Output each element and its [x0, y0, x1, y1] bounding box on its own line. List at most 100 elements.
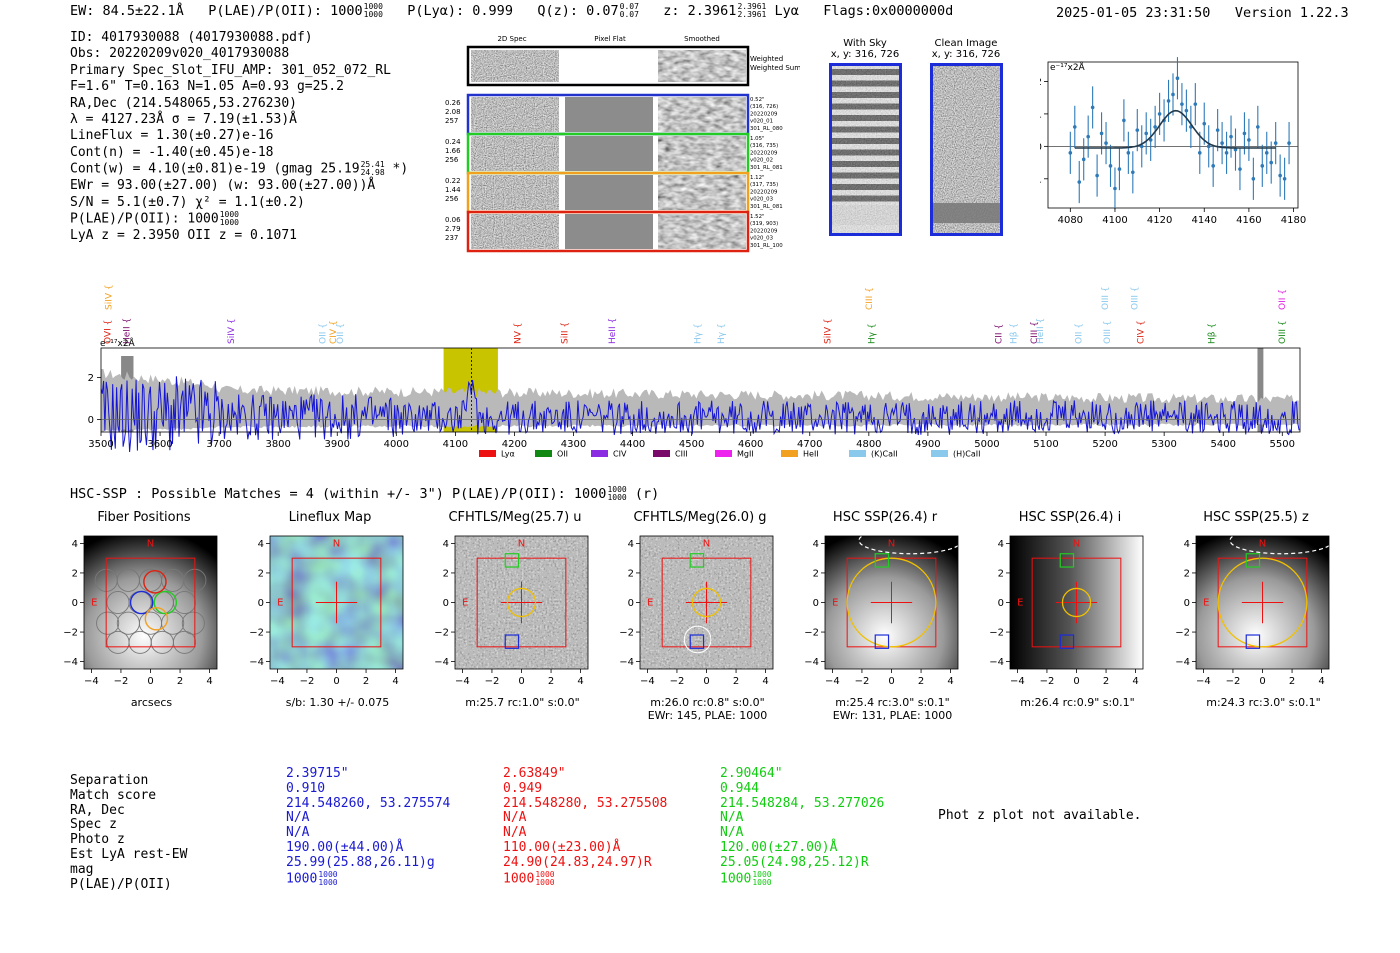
match-cell: 214.548280, 53.275508 — [503, 795, 668, 811]
info-plae: P(LAE)/P(OII): 1000 1000 1000 — [70, 209, 239, 227]
header-plya: P(Lyα): 0.999 — [407, 3, 513, 19]
cutout-xtick-label: 0 — [1073, 676, 1079, 687]
match-column: 2.63849" 0.949 214.548280, 53.275508 N/A N/A… — [503, 766, 668, 887]
spectrum-xtick-label: 4600 — [738, 439, 763, 450]
fit-point — [1090, 105, 1095, 110]
cutout-east-label: E — [832, 598, 838, 609]
spec2d-row-left-stat: 0.22 — [445, 177, 461, 185]
spec2d-row-right-info: (319, 903) — [750, 221, 778, 227]
fit-point — [1220, 141, 1224, 145]
spec2d-row-right-info: (317, 735) — [750, 182, 778, 188]
spec2d-panel: 2D Spec Pixel Flat Smoothed Weighted Wei… — [440, 32, 801, 257]
cutout-panel: HSC SSP(26.4) r N E −4 −4 −2 −2 0 0 2 2 4 4 — [805, 510, 965, 687]
spec2d-row-left-stat: 256 — [445, 195, 459, 203]
info-cont-w: Cont(w) = 4.10(±0.81)e-19 (gmag 25.19 25.… — [70, 160, 409, 178]
info-radec: RA,Dec (214.548065,53.276230) — [70, 95, 297, 111]
legend-label: (H)CaII — [953, 450, 980, 459]
cutout-neighbor-ellipse — [1229, 530, 1335, 555]
fit-point — [1068, 151, 1073, 155]
cutout-ytick-label: 4 — [258, 539, 264, 550]
cutout-xtick-label: 0 — [147, 676, 153, 687]
cutout-aperture — [691, 587, 722, 618]
cutout-xtick-label: 2 — [363, 676, 369, 687]
cutout-panel: HSC SSP(26.4) i N E −4 −4 −2 −2 0 0 2 2 4 4 — [990, 510, 1150, 687]
cutout-ytick-label: 0 — [443, 598, 449, 609]
match-cell: 25.05(24.98,25.12)R — [720, 854, 869, 870]
legend-swatch — [715, 450, 732, 457]
spectrum-masked-right — [1257, 348, 1264, 432]
cutout-ytick-label: 0 — [998, 598, 1004, 609]
match-cell: 214.548260, 53.275574 — [286, 795, 451, 811]
spectrum-xtick-label: 3500 — [88, 439, 113, 450]
spec2d-row-left-stat: 0.24 — [445, 138, 461, 146]
cutout-xtick-label: −2 — [855, 676, 870, 687]
cutout-ytick-label: −2 — [990, 628, 1004, 639]
legend-label: HeII — [803, 450, 819, 459]
spec2d-row-right-info: 1.52" — [750, 214, 764, 220]
cutout-ytick-label: 0 — [628, 598, 634, 609]
cutout-xtick-label: 0 — [1259, 676, 1265, 687]
fit-point — [1260, 164, 1265, 168]
cutout-xtick-label: −2 — [114, 676, 129, 687]
info-fit-params: F=1.6" T=0.163 N=1.05 A=0.93 g=25.2 — [70, 79, 344, 95]
spectrum-xtick-label: 4300 — [561, 439, 586, 450]
cutout-ytick-label: −4 — [64, 657, 78, 668]
cutout-caption: m:25.7 rc:1.0" s:0.0" — [465, 696, 580, 709]
cutout-xtick-label: 4 — [1132, 676, 1138, 687]
cutout-xtick-label: 4 — [762, 676, 768, 687]
fit-point — [1077, 180, 1082, 184]
cutout-east-label: E — [647, 598, 653, 609]
spec2d-row-left-stat: 1.44 — [445, 186, 461, 194]
cutout-neighbor-circle — [683, 625, 712, 654]
cutout-title: HSC SSP(26.4) i — [1018, 510, 1122, 525]
match-cell: 1000 1000 1000 — [720, 869, 772, 887]
match-marker-blue — [1245, 634, 1261, 649]
spec2d-row-2dspec — [471, 214, 559, 249]
line-marker-label: OIII { — [1101, 286, 1111, 310]
line-marker-label: CIV { — [329, 320, 339, 344]
fit-point — [1086, 134, 1090, 139]
cutout-north-label: N — [518, 538, 525, 549]
match-cell: 1000 1000 1000 — [286, 869, 338, 887]
spectrum-xtick-label: 4500 — [679, 439, 704, 450]
cutout-xtick-label: 0 — [518, 676, 524, 687]
spec2d-row-left-stat: 1.66 — [445, 147, 461, 155]
cutout-ytick-label: 4 — [628, 539, 634, 550]
cutout-search-box — [105, 557, 196, 648]
label-photo-z: Photo z — [70, 832, 125, 848]
legend-label: Lyα — [501, 450, 515, 459]
legend-swatch — [653, 450, 670, 457]
match-cell: 2.39715" — [286, 766, 349, 781]
fit-point — [1126, 151, 1131, 155]
cutout-xtick-label: −4 — [640, 676, 655, 687]
fit-xtick-label: 4140 — [1192, 215, 1217, 226]
weighted-sum-label-1: Weighted — [750, 55, 783, 63]
fit-point — [1184, 108, 1189, 113]
match-cell: 0.949 — [503, 780, 543, 796]
spec2d-row-smoothed — [658, 136, 746, 171]
cutout-xtick-label: 2 — [918, 676, 924, 687]
fit-point — [1081, 157, 1086, 162]
cutout-aperture — [506, 587, 537, 618]
fiber-circle — [96, 611, 120, 635]
detection-info: ID: 4017930088 (4017930088.pdf) Obs: 202… — [70, 30, 408, 244]
spec2d-row-2dspec — [471, 97, 559, 132]
cutout-north-label: N — [703, 538, 710, 549]
line-marker-label: OII { — [336, 323, 346, 344]
spec2d-row-right-info: 1.12" — [750, 175, 764, 181]
fit-point — [1131, 170, 1135, 175]
header-plae: P(LAE)/P(OII): 1000 — [208, 3, 363, 19]
fit-point — [1144, 131, 1149, 136]
fit-point — [1215, 128, 1220, 132]
fit-point — [1108, 164, 1113, 168]
fit-point — [1206, 144, 1211, 149]
fit-point — [1202, 121, 1207, 126]
fiber-circle — [181, 611, 205, 635]
spec2d-row-left-stat: 2.79 — [445, 225, 461, 233]
header-lya: Lyα — [774, 3, 799, 19]
fiber-red — [143, 570, 167, 594]
cutout-search-box — [1031, 557, 1122, 648]
cutout-image: N E −4 −4 −2 −2 0 0 2 2 4 4 — [64, 535, 218, 687]
fit-point — [1135, 128, 1140, 132]
header-summary: EW: 84.5±22.1Å P(LAE)/P(OII): 1000 1000 10… — [70, 2, 954, 20]
